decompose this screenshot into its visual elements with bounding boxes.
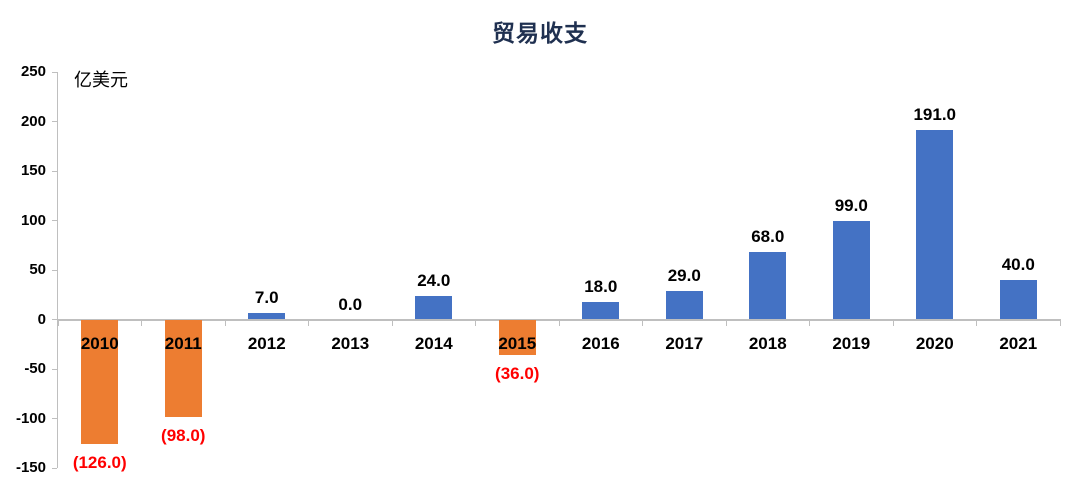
bar-2021 <box>999 279 1037 320</box>
category-label-2013: 2013 <box>331 333 370 353</box>
bar-2017 <box>665 290 703 320</box>
category-label-2017: 2017 <box>665 333 704 353</box>
y-axis-tick-label: 200 <box>20 112 46 130</box>
x-axis-tick <box>475 319 476 326</box>
plot-area: 250 200 150 100 50 0 -50 -100 -150 (126.0) 2010 (98… <box>16 64 1061 476</box>
y-axis-tick-label: 0 <box>37 310 46 328</box>
x-axis-tick <box>892 319 894 326</box>
data-label-2010: (126.0) <box>72 453 127 473</box>
y-axis-unit-label: 亿美元 <box>74 70 128 90</box>
bar-2014 <box>415 295 453 320</box>
y-axis-tick <box>52 467 57 469</box>
bar-2018 <box>749 252 787 320</box>
data-label-2020: 191.0 <box>913 105 957 125</box>
data-label-2021: 40.0 <box>1001 254 1035 274</box>
y-axis-tick-label: 100 <box>20 211 46 229</box>
data-label-2014: 24.0 <box>417 270 451 290</box>
category-label-2010: 2010 <box>80 333 119 353</box>
x-axis-tick <box>57 319 59 326</box>
x-axis-tick <box>391 319 393 326</box>
y-axis-tick <box>52 71 57 73</box>
x-axis-tick <box>809 319 810 326</box>
data-label-2017: 29.0 <box>667 265 701 285</box>
y-axis-tick <box>52 170 57 172</box>
data-label-2013: 0.0 <box>338 294 363 314</box>
chart-title: 贸易收支 <box>492 20 588 46</box>
data-label-2011: (98.0) <box>161 425 206 445</box>
x-axis-tick <box>976 319 977 326</box>
category-label-2021: 2021 <box>999 333 1038 353</box>
data-label-2018: 68.0 <box>751 227 785 247</box>
y-axis-tick-label: -50 <box>24 360 46 377</box>
category-label-2016: 2016 <box>581 333 620 353</box>
category-label-2011: 2011 <box>164 333 202 353</box>
data-label-2019: 99.0 <box>834 196 868 216</box>
bar-2011 <box>164 319 202 417</box>
y-axis-tick <box>52 220 57 221</box>
y-axis-tick <box>52 418 57 419</box>
x-axis-tick <box>1059 319 1061 326</box>
x-axis-tick <box>141 319 142 326</box>
x-axis-tick <box>224 319 226 326</box>
y-axis-tick <box>52 121 57 122</box>
bar-2019 <box>832 221 870 320</box>
bar-2010 <box>81 319 119 445</box>
y-axis-line <box>57 72 58 468</box>
data-label-2016: 18.0 <box>584 276 618 296</box>
bar-2015 <box>498 319 536 356</box>
category-label-2018: 2018 <box>748 333 787 353</box>
y-axis-tick <box>52 319 57 320</box>
bar-2016 <box>582 301 620 320</box>
category-label-2020: 2020 <box>915 333 954 353</box>
category-label-2012: 2012 <box>247 333 286 353</box>
data-label-2015: (36.0) <box>495 364 540 384</box>
x-axis-tick <box>308 319 309 326</box>
y-axis-tick-label: -100 <box>15 409 46 427</box>
y-axis-tick <box>52 269 57 271</box>
x-axis-tick <box>725 319 727 326</box>
data-label-2012: 7.0 <box>254 287 279 307</box>
x-axis-tick <box>642 319 643 326</box>
bar-2020 <box>916 130 954 320</box>
category-label-2014: 2014 <box>414 333 453 353</box>
y-axis-tick-label: 250 <box>20 63 46 80</box>
category-label-2015: 2015 <box>498 333 537 353</box>
y-axis-tick-label: 50 <box>29 261 46 278</box>
y-axis-tick-label: -150 <box>15 459 46 476</box>
y-axis-tick-label: 150 <box>20 162 46 179</box>
bar-2012 <box>248 312 286 320</box>
y-axis-tick <box>52 368 57 370</box>
category-label-2019: 2019 <box>832 333 871 353</box>
x-axis-tick <box>558 319 560 326</box>
